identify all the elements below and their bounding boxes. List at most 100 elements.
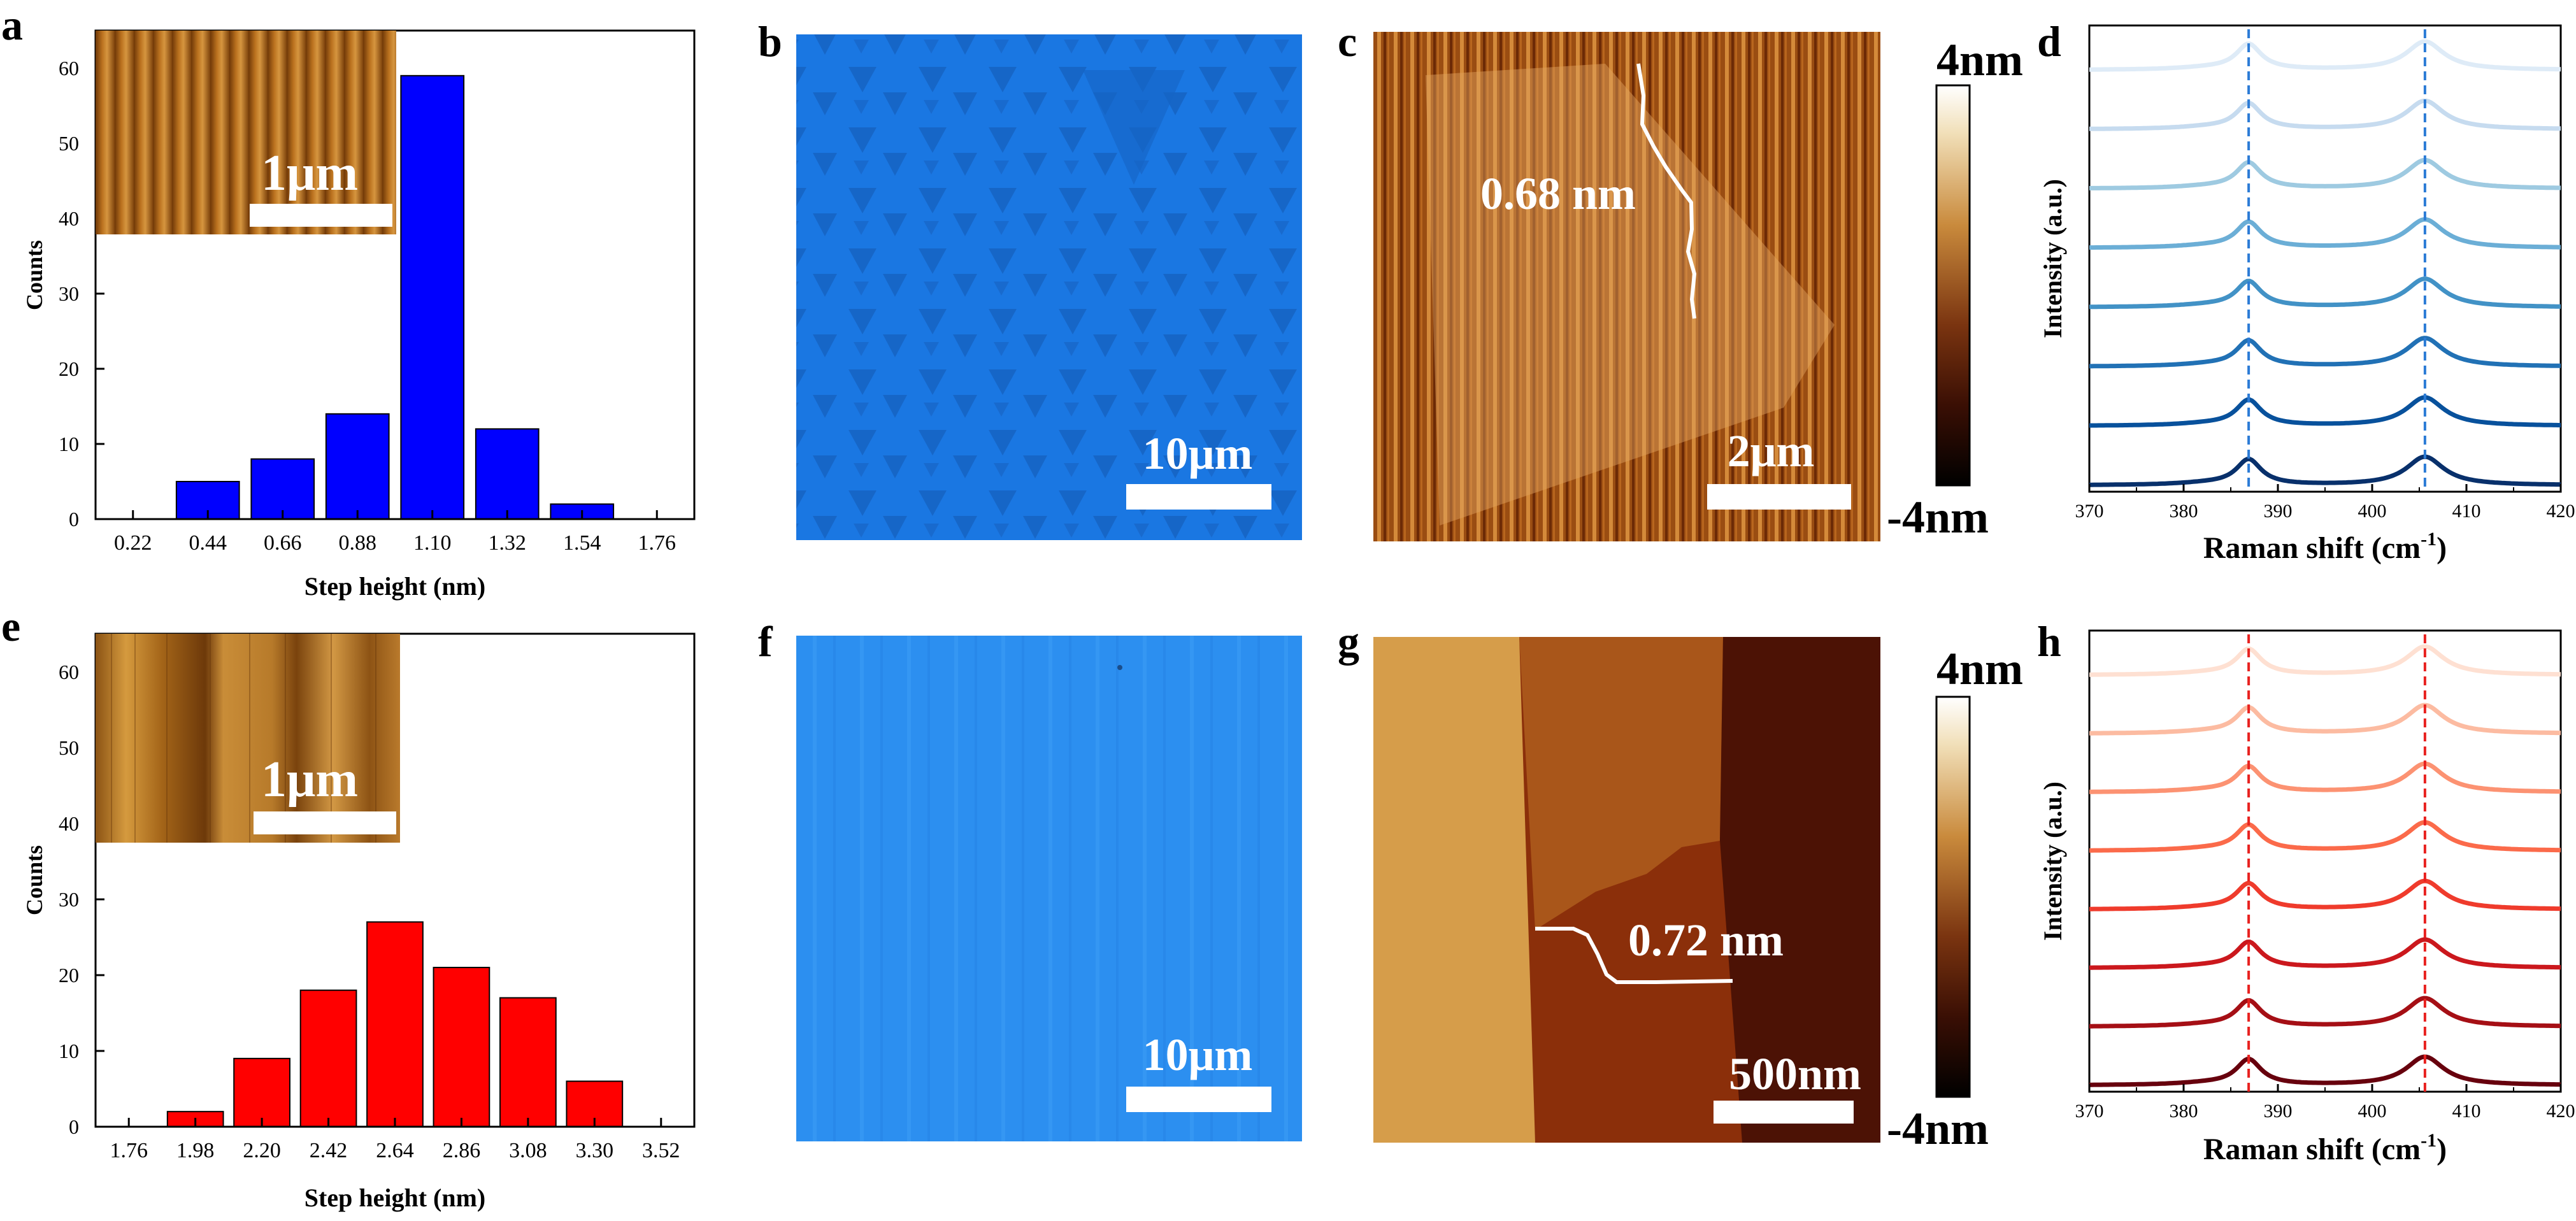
- histogram-e-xlabel: Step height (nm): [304, 1183, 485, 1212]
- y-tick-label: 20: [59, 964, 79, 987]
- raman-h-plot: [2089, 634, 2561, 1092]
- panel-letter-f: f: [758, 617, 773, 666]
- y-tick-label: 30: [59, 282, 79, 305]
- x-tick-label: 400: [2358, 501, 2387, 522]
- panel-letter-d: d: [2037, 17, 2061, 66]
- raman-d-xlabel-end: ): [2436, 531, 2447, 565]
- x-tick-label: 2.20: [243, 1139, 281, 1162]
- inset-e-scale-bar: [254, 811, 396, 834]
- raman-h-xlabel-sup: -1: [2421, 1130, 2436, 1151]
- optical-image-b: 10μm: [796, 34, 1302, 540]
- afm-c-cbar-top-label: 4nm: [1936, 34, 2023, 85]
- x-tick-label: 0.44: [189, 531, 227, 555]
- raman-spectrum-line: [2089, 1054, 2561, 1087]
- panel-letter-g: g: [1338, 617, 1359, 666]
- histogram-e-ylabel: Counts: [22, 845, 47, 915]
- x-tick-label: 0.22: [114, 531, 152, 555]
- x-tick-label: 1.10: [413, 531, 452, 555]
- afm-image-c: 0.68 nm 2μm: [1373, 32, 1880, 541]
- x-tick-label: 380: [2170, 501, 2198, 522]
- panel-letter-e: e: [1, 602, 20, 650]
- raman-d-xlabel-sup: -1: [2421, 529, 2436, 550]
- afm-c-scale-label: 2μm: [1728, 425, 1815, 476]
- optical-b-scale-bar: [1126, 484, 1271, 510]
- x-tick-label: 1.76: [638, 531, 676, 555]
- x-tick-label: 370: [2075, 501, 2104, 522]
- raman-spectrum-line: [2089, 878, 2561, 911]
- raman-d-xlabel: Raman shift (cm-1): [2203, 529, 2447, 565]
- x-tick-label: 420: [2547, 1101, 2575, 1122]
- y-tick-label: 10: [59, 1039, 79, 1062]
- afm-c-scale-bar: [1707, 484, 1851, 510]
- raman-spectrum-line: [2089, 276, 2561, 310]
- x-tick-label: 400: [2358, 1101, 2387, 1122]
- panel-letters: a b c d e f g h: [1, 1, 2061, 666]
- afm-c-cbar-bottom-label: -4nm: [1887, 492, 1989, 543]
- raman-spectrum-line: [2089, 157, 2561, 190]
- histogram-bar: [325, 413, 390, 520]
- x-tick-label: 2.64: [376, 1139, 414, 1162]
- raman-panel-h: 370 380 390 400 410 420 Intensity (a.u.) Rama…: [2038, 629, 2575, 1166]
- afm-g-step-label: 0.72 nm: [1628, 915, 1784, 966]
- raman-h-ylabel: Intensity (a.u.): [2038, 782, 2067, 941]
- x-tick-label: 0.66: [264, 531, 302, 555]
- afm-g-scale-label: 500nm: [1729, 1048, 1861, 1099]
- histogram-a-ylabel: Counts: [22, 240, 47, 310]
- raman-d-ylabel: Intensity (a.u.): [2038, 179, 2067, 338]
- y-tick-label: 10: [59, 432, 79, 455]
- histogram-e-afm-inset: 1μm: [96, 634, 400, 843]
- panel-letter-h: h: [2037, 617, 2061, 666]
- panel-letter-c: c: [1338, 17, 1357, 66]
- histogram-panel-e: 1.76 1.98 2.20 2.42 2.64 2.86 3.08 3.30 3.52 0 1…: [22, 632, 696, 1212]
- y-tick-label: 50: [59, 736, 79, 759]
- x-tick-label: 0.88: [339, 531, 377, 555]
- x-tick-label: 1.98: [176, 1139, 215, 1162]
- raman-spectrum-line: [2089, 336, 2561, 369]
- raman-spectrum-line: [2089, 454, 2561, 487]
- optical-f-scale-bar: [1126, 1087, 1271, 1112]
- histogram-e-bars: [166, 921, 624, 1128]
- afm-c-colorbar: 4nm -4nm: [1887, 34, 2023, 543]
- histogram-a-afm-inset: 1μm: [96, 31, 396, 234]
- histogram-bar: [475, 428, 540, 520]
- raman-h-xlabel-main: Raman shift (cm: [2203, 1132, 2421, 1166]
- histogram-e-xticks: 1.76 1.98 2.20 2.42 2.64 2.86 3.08 3.30 3.52: [110, 1118, 680, 1162]
- y-tick-label: 40: [59, 812, 79, 835]
- raman-h-xlabel: Raman shift (cm-1): [2203, 1130, 2447, 1166]
- histogram-e-yticks: 0 10 20 30 40 50 60: [59, 660, 79, 1138]
- x-tick-label: 3.52: [642, 1139, 680, 1162]
- y-tick-label: 30: [59, 888, 79, 911]
- optical-b-scale-label: 10μm: [1143, 428, 1253, 479]
- y-tick-label: 50: [59, 132, 79, 155]
- x-tick-label: 1.32: [489, 531, 527, 555]
- raman-h-xlabel-end: ): [2436, 1132, 2447, 1166]
- histogram-bar: [250, 458, 315, 520]
- histogram-bar: [433, 966, 490, 1128]
- x-tick-label: 1.54: [563, 531, 601, 555]
- raman-spectrum-line: [2089, 217, 2561, 250]
- afm-g-cbar-top-label: 4nm: [1936, 643, 2023, 694]
- panel-letter-b: b: [758, 17, 782, 66]
- y-tick-label: 0: [69, 508, 79, 531]
- raman-spectrum-line: [2089, 937, 2561, 970]
- y-tick-label: 60: [59, 57, 79, 80]
- histogram-bar: [233, 1057, 290, 1128]
- raman-spectrum-line: [2089, 703, 2561, 736]
- x-tick-label: 390: [2264, 501, 2293, 522]
- optical-f-scale-label: 10μm: [1143, 1029, 1253, 1080]
- histogram-bar: [299, 989, 357, 1127]
- y-tick-label: 0: [69, 1115, 79, 1138]
- optical-image-f: 10μm: [796, 636, 1302, 1141]
- raman-h-xticks: 370 380 390 400 410 420: [2075, 1084, 2575, 1122]
- raman-spectrum-line: [2089, 39, 2561, 72]
- raman-d-xlabel-main: Raman shift (cm: [2203, 531, 2421, 565]
- histogram-a-xticks: 0.22 0.44 0.66 0.88 1.10 1.32 1.54 1.76: [114, 510, 676, 555]
- x-tick-label: 380: [2170, 1101, 2198, 1122]
- afm-g-height-profile: [1535, 927, 1733, 984]
- afm-c-height-profile: [1636, 63, 1697, 319]
- x-tick-label: 420: [2547, 501, 2575, 522]
- x-tick-label: 390: [2264, 1101, 2293, 1122]
- inset-e-scale-label: 1μm: [261, 752, 358, 808]
- raman-spectrum-line: [2089, 395, 2561, 428]
